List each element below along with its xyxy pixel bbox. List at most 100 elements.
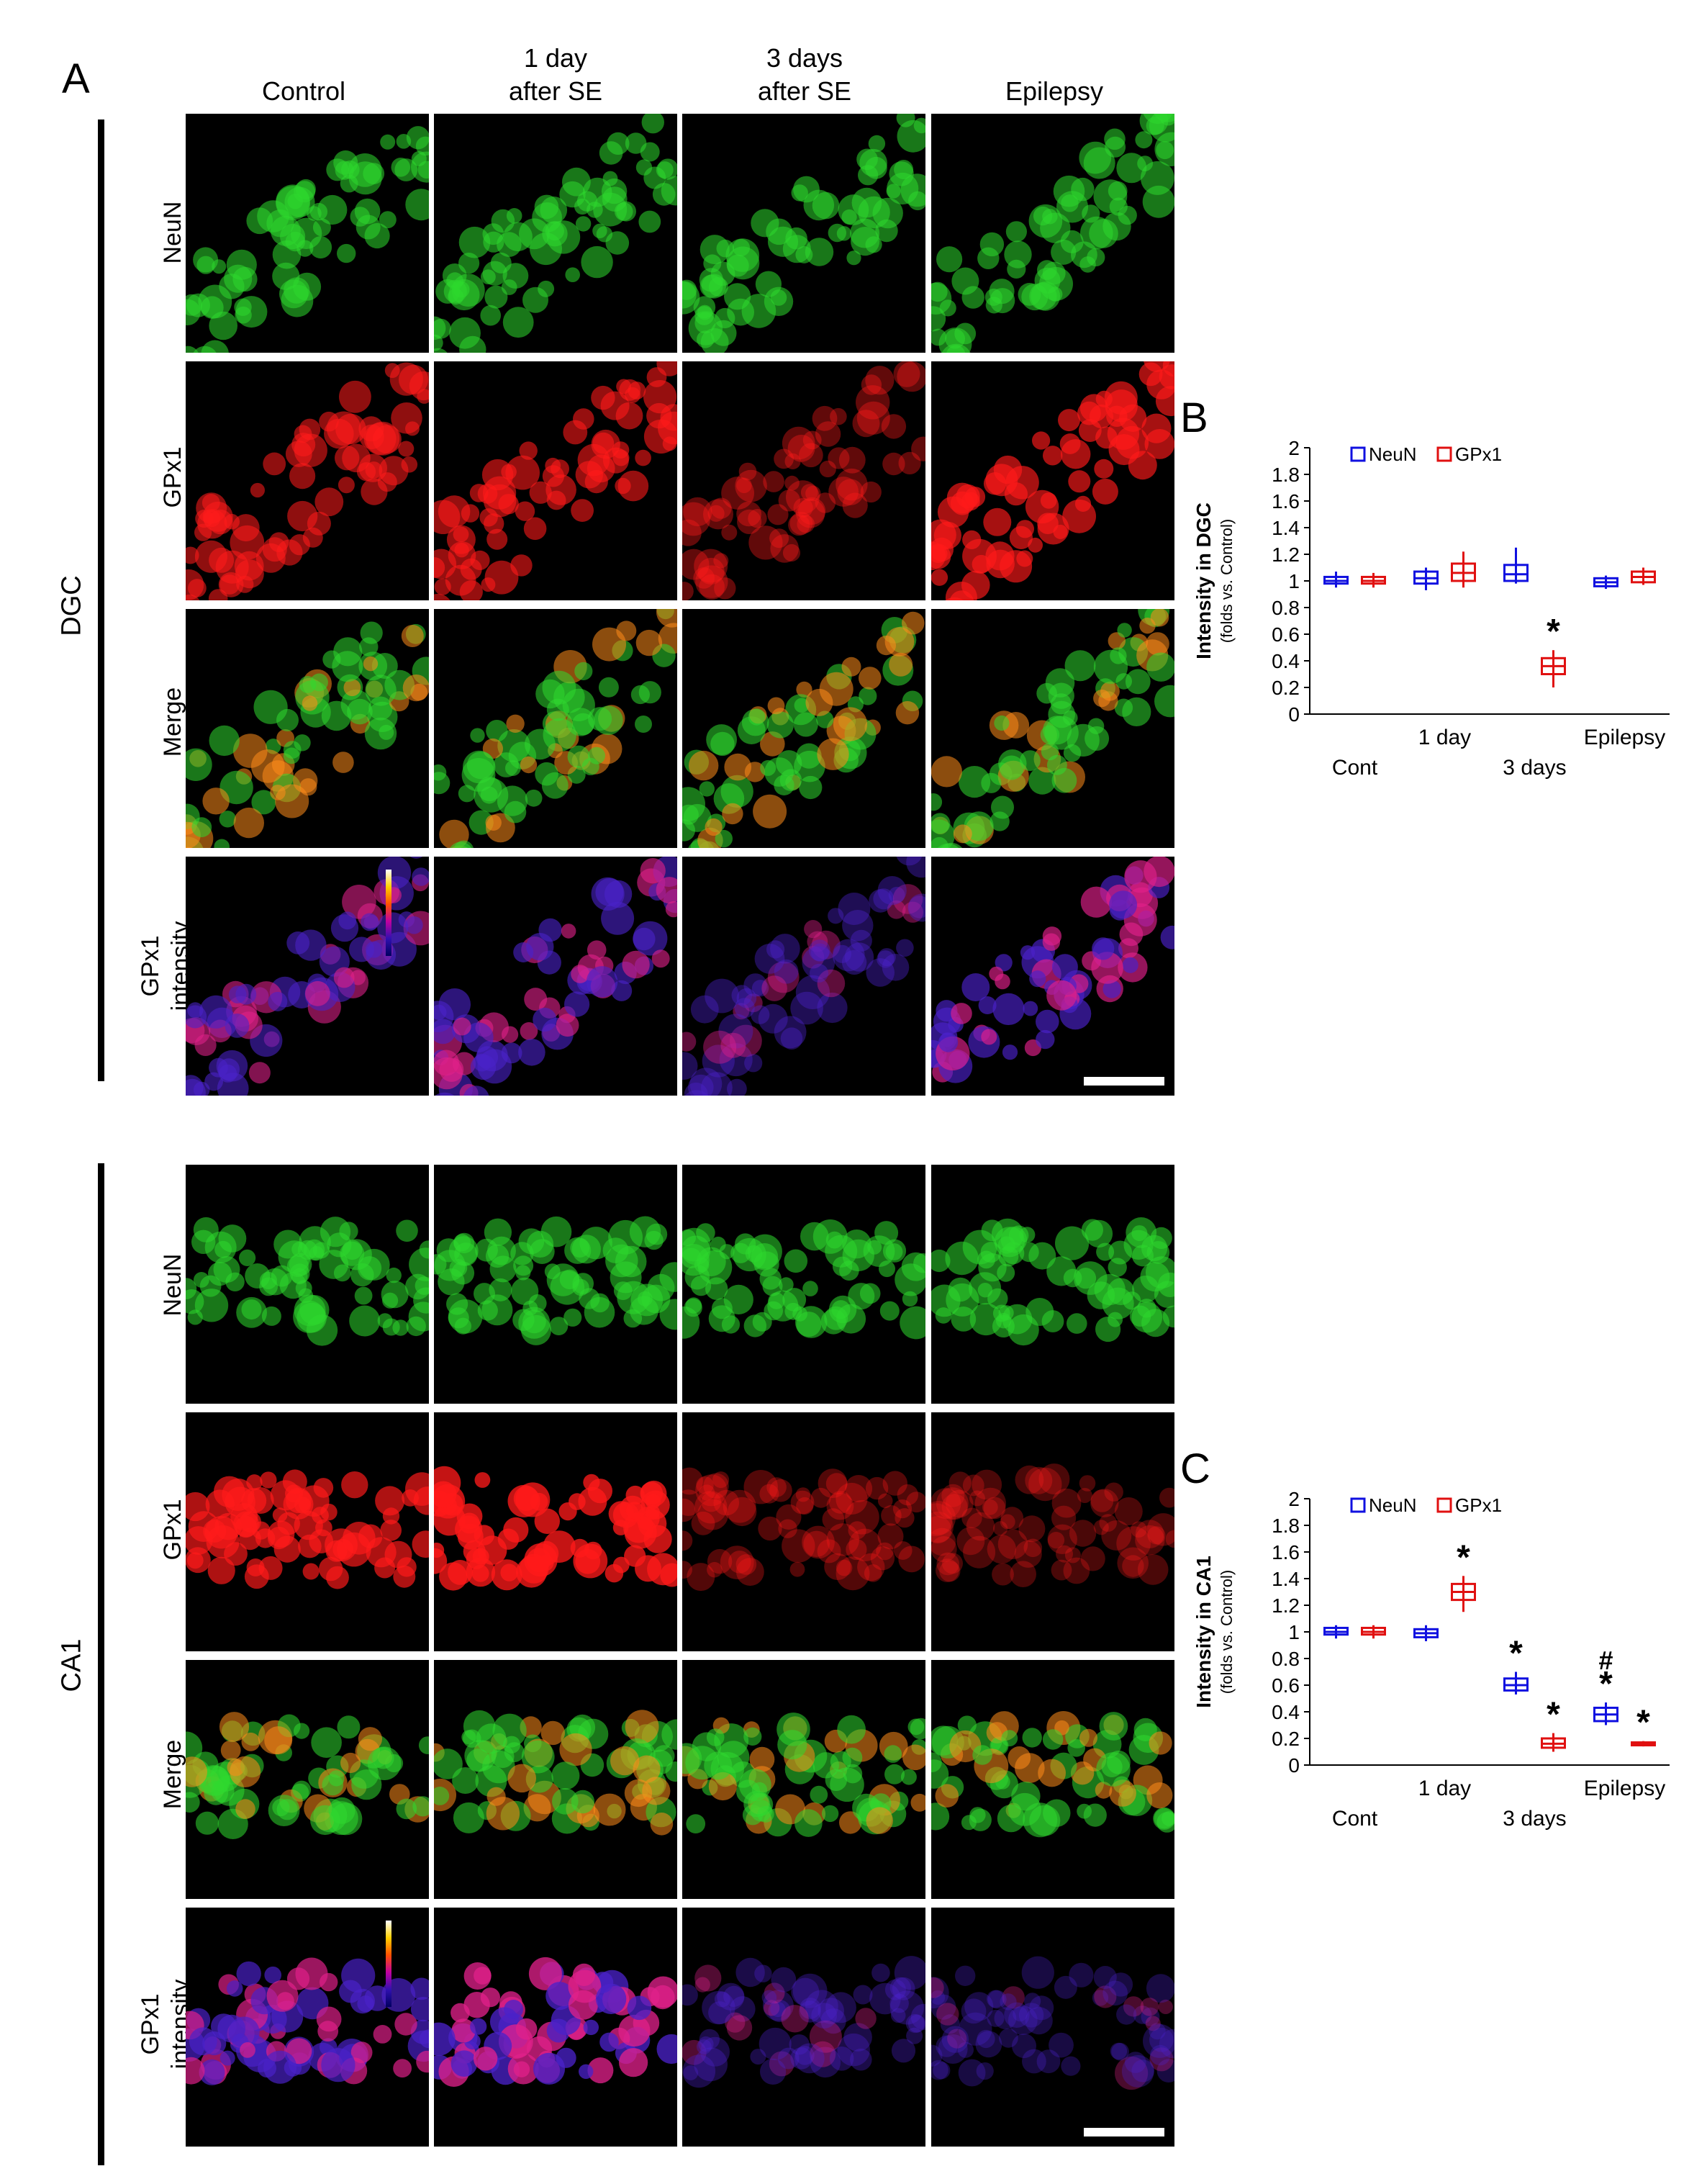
y-tick-label: 1.8: [1272, 1515, 1300, 1537]
ca1-gpx1-tile-1: [434, 1412, 677, 1651]
dgc-intensity-tile-3: [931, 857, 1174, 1096]
dgc-merge-tile-1: [434, 609, 677, 848]
intensity-colorbar-icon: [386, 870, 391, 956]
x-category-label: 3 days: [1503, 756, 1566, 780]
y-tick-label: 0.8: [1272, 597, 1300, 619]
chart-b: B 0 0.2 0.4 0.6 0.8 1 1.2 1.4 1.6 1.8 2 Intensity in…: [1180, 394, 1670, 780]
ca1-row-label-gpx1: GPx1: [159, 1499, 186, 1561]
dgc-group-label: DGC: [56, 575, 87, 636]
dgc-neun-tile-0: [186, 114, 429, 353]
y-tick-label: 1.4: [1272, 517, 1300, 539]
dgc-gpx1-tile-3: [931, 361, 1174, 600]
col-header-3days: 3 days after SE: [757, 43, 852, 106]
dgc-intensity-tile-2: [682, 857, 925, 1096]
legend-swatch-icon: [1436, 1497, 1452, 1513]
y-tick-label: 2: [1288, 1488, 1300, 1510]
significance-marker: *: [1509, 1635, 1523, 1673]
dgc-neun-tile-3: [931, 114, 1174, 353]
dgc-merge-tile-0: [186, 609, 429, 848]
y-tick-label: 1.6: [1272, 1541, 1300, 1563]
y-tick-label: 1.4: [1272, 1568, 1300, 1590]
x-category-label: Epilepsy: [1584, 726, 1665, 749]
x-category-label: Cont: [1332, 1807, 1378, 1831]
dgc-intensity-tile-0: [186, 857, 429, 1096]
dgc-merge-tile-2: [682, 609, 925, 848]
panel-a-letter: A: [62, 55, 90, 102]
y-tick-label: 0.6: [1272, 623, 1300, 646]
legend-label: GPx1: [1455, 1494, 1502, 1516]
ca1-merge-tile-2: [682, 1660, 925, 1899]
dgc-row-label-neun: NeuN: [159, 201, 186, 264]
y-tick-label: 2: [1288, 437, 1300, 459]
ca1-row-label-neun: NeuN: [159, 1253, 186, 1317]
ca1-merge-tile-3: [931, 1660, 1174, 1899]
dgc-merge-tile-3: [931, 609, 1174, 848]
y-tick-label: 0.2: [1272, 677, 1300, 699]
y-axis-label: Intensity in DGC: [1192, 502, 1215, 659]
dgc-gpx1-tile-0: [186, 361, 429, 600]
x-category-label: Epilepsy: [1584, 1777, 1665, 1800]
col-header-epilepsy: Epilepsy: [1005, 76, 1104, 106]
y-tick-label: 0.8: [1272, 1648, 1300, 1670]
y-tick-label: 1.2: [1272, 543, 1300, 566]
dgc-row-label-gpx1: GPx1: [159, 446, 186, 508]
ca1-intensity-tile-1: [434, 1908, 677, 2147]
dgc-gpx1-tile-1: [434, 361, 677, 600]
legend-swatch-icon: [1436, 446, 1452, 462]
dgc-neun-tile-1: [434, 114, 677, 353]
panel-letter-B: B: [1180, 394, 1208, 441]
legend-label: GPx1: [1455, 443, 1502, 465]
col-header-control: Control: [261, 76, 346, 106]
x-category-label: 1 day: [1418, 726, 1471, 749]
ca1-intensity-tile-3: [931, 1908, 1174, 2147]
ca1-intensity-tile-2: [682, 1908, 925, 2147]
y-tick-label: 1.8: [1272, 464, 1300, 486]
ca1-merge-tile-1: [434, 1660, 677, 1899]
ca1-group-bar: [98, 1163, 104, 2165]
y-tick-label: 1: [1288, 1621, 1300, 1643]
significance-marker: *: [1599, 1665, 1613, 1703]
y-tick-label: 0: [1288, 703, 1300, 726]
legend-swatch-icon: [1350, 1497, 1366, 1513]
scale-bar: [1084, 2128, 1164, 2136]
legend-swatch-icon: [1350, 446, 1366, 462]
ca1-neun-tile-2: [682, 1165, 925, 1404]
ca1-gpx1-tile-2: [682, 1412, 925, 1651]
ca1-row-label-merge: Merge: [159, 1739, 186, 1810]
significance-marker: *: [1457, 1538, 1470, 1576]
ca1-gpx1-tile-3: [931, 1412, 1174, 1651]
panel-letter-C: C: [1180, 1445, 1210, 1492]
significance-marker: *: [1636, 1704, 1650, 1742]
ca1-merge-tile-0: [186, 1660, 429, 1899]
ca1-neun-tile-1: [434, 1165, 677, 1404]
legend-label: NeuN: [1369, 443, 1416, 465]
significance-marker: *: [1547, 1696, 1560, 1734]
x-category-label: Cont: [1332, 756, 1378, 780]
legend-label: NeuN: [1369, 1494, 1416, 1516]
ca1-neun-tile-3: [931, 1165, 1174, 1404]
ca1-group-label: CA1: [56, 1638, 87, 1692]
y-tick-label: 0.4: [1272, 650, 1300, 672]
y-axis-label: Intensity in CA1: [1192, 1556, 1215, 1708]
dgc-neun-tile-2: [682, 114, 925, 353]
y-tick-label: 0.6: [1272, 1674, 1300, 1697]
col-header-1day: 1 day after SE: [508, 43, 603, 106]
significance-marker: *: [1547, 613, 1560, 651]
dgc-intensity-tile-1: [434, 857, 677, 1096]
x-category-label: 1 day: [1418, 1777, 1471, 1800]
box-body: [1503, 564, 1529, 582]
y-tick-label: 1.2: [1272, 1594, 1300, 1617]
x-category-label: 3 days: [1503, 1807, 1566, 1831]
significance-marker: #: [1598, 1646, 1613, 1675]
scale-bar: [1084, 1077, 1164, 1086]
y-axis-sublabel: (folds vs. Control): [1218, 1570, 1236, 1694]
ca1-intensity-tile-0: [186, 1908, 429, 2147]
y-tick-label: 0.2: [1272, 1728, 1300, 1750]
dgc-row-label-merge: Merge: [159, 687, 186, 757]
ca1-gpx1-tile-0: [186, 1412, 429, 1651]
intensity-colorbar-icon: [386, 1921, 391, 2007]
ca1-neun-tile-0: [186, 1165, 429, 1404]
y-tick-label: 1: [1288, 570, 1300, 592]
chart-c: C 0 0.2 0.4 0.6 0.8 1 1.2 1.4 1.6 1.8 2 Intensity in…: [1180, 1445, 1670, 1831]
y-tick-label: 1.6: [1272, 490, 1300, 513]
